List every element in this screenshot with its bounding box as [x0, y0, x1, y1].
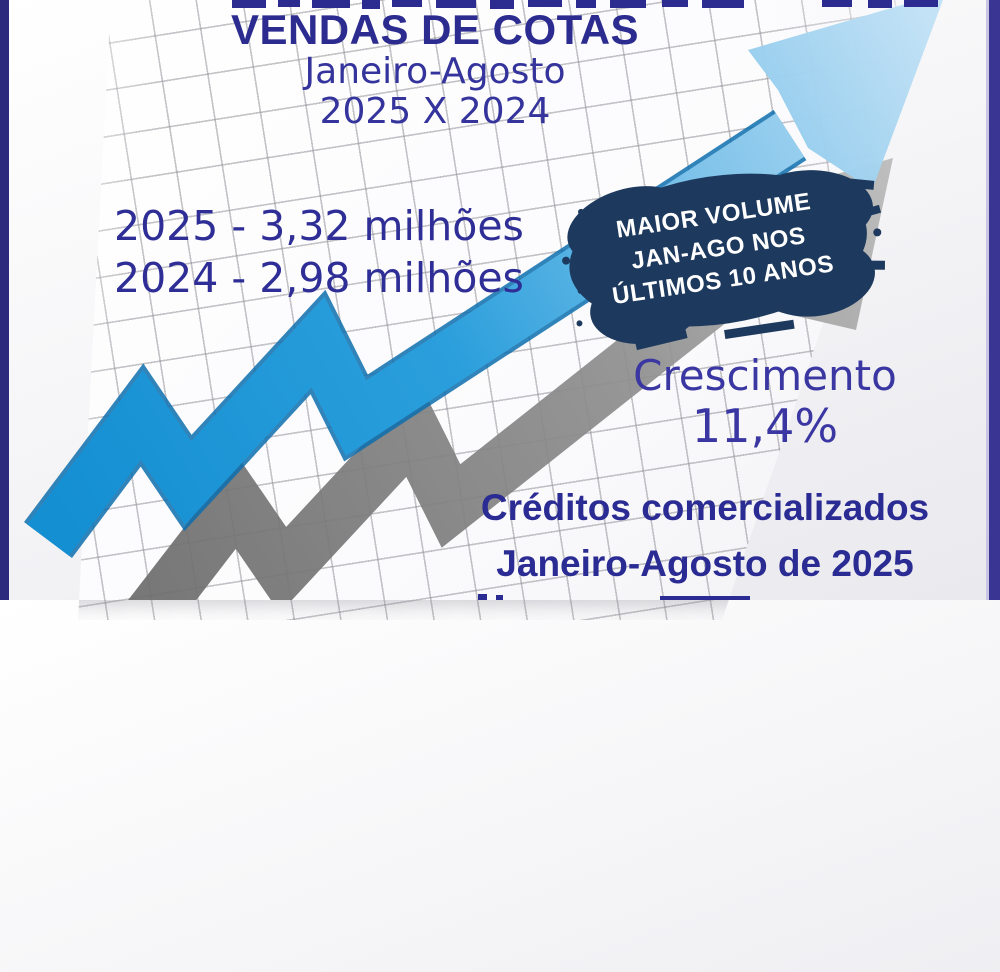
- text-fragment: [660, 596, 750, 600]
- text-fragment: [392, 0, 422, 7]
- growth-block: Crescimento 11,4%: [580, 351, 950, 454]
- brush-splash-shape: [562, 170, 885, 351]
- subtitle-years: 2025 X 2024: [319, 91, 551, 133]
- text-fragment: [702, 0, 744, 8]
- text-fragment: [868, 0, 892, 8]
- growth-value: 11,4%: [691, 399, 839, 454]
- stat-2024: 2024 - 2,98 milhões: [114, 254, 524, 303]
- stat-2025: 2025 - 3,32 milhões: [114, 202, 524, 250]
- footer-caption: Créditos comercializados Janeiro-Agosto …: [450, 480, 960, 591]
- text-fragment: [576, 0, 596, 8]
- text-fragment: [362, 0, 380, 9]
- text-fragment: [528, 0, 562, 7]
- text-fragment: [278, 0, 300, 7]
- text-fragment: [662, 0, 688, 7]
- text-fragment: [436, 0, 476, 8]
- right-frame-bar: [986, 0, 1000, 600]
- text-fragment: [822, 0, 852, 7]
- clipped-bottom-text-fragments: [0, 592, 1000, 600]
- highlight-badge: MAIOR VOLUME JAN-AGO NOS ÚLTIMOS 10 ANOS: [560, 147, 885, 351]
- growth-label: Crescimento: [633, 351, 897, 400]
- footer-line-1: Créditos comercializados: [480, 487, 930, 528]
- blue-arrow-head: [748, 0, 944, 190]
- text-fragment: [312, 0, 350, 8]
- footer-line-2: Janeiro-Agosto de 2025: [496, 542, 914, 584]
- clipped-top-text-fragments: [232, 0, 952, 9]
- text-fragment: [490, 0, 514, 9]
- text-fragment: [232, 0, 266, 8]
- text-fragment: [610, 0, 646, 8]
- sales-stats: 2025 - 3,32 milhões 2024 - 2,98 milhões: [114, 200, 524, 304]
- left-frame-bar: [0, 0, 9, 600]
- subtitle-period: Janeiro-Agosto: [304, 51, 566, 93]
- text-fragment: [496, 595, 503, 600]
- blue-arrow-shaft: [27, 113, 805, 556]
- text-fragment: [904, 0, 938, 7]
- page-title: VENDAS DE COTAS: [230, 6, 640, 53]
- header-block: VENDAS DE COTAS Janeiro-Agosto 2025 X 20…: [120, 6, 750, 133]
- text-fragment: [478, 594, 487, 600]
